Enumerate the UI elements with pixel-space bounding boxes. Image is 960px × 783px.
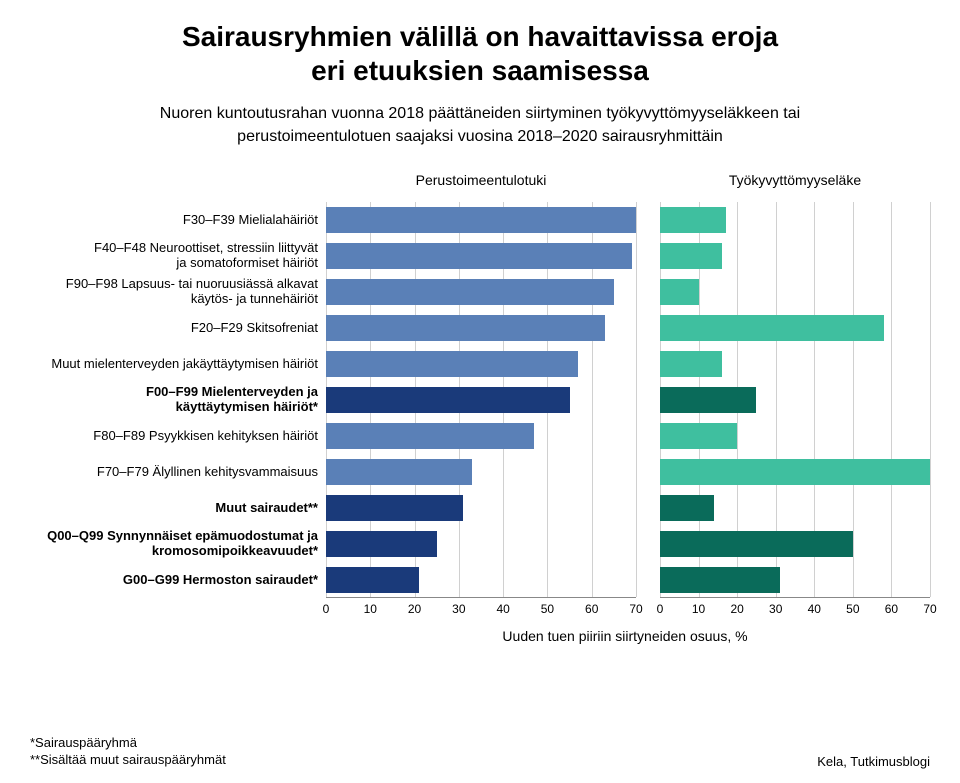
source-label: Kela, Tutkimusblogi (817, 754, 930, 769)
bar-row (660, 454, 930, 490)
bar-row (660, 526, 930, 562)
bar (660, 387, 756, 413)
xtick-label: 40 (496, 602, 509, 616)
bar (660, 423, 737, 449)
gridline (930, 202, 931, 597)
bar (326, 531, 437, 557)
footnote-2: **Sisältää muut sairauspääryhmät (30, 752, 226, 769)
category-label: F20–F29 Skitsofreniat (40, 310, 326, 346)
bar-row (660, 274, 930, 310)
bar (326, 351, 578, 377)
category-label: F30–F39 Mielialahäiriöt (40, 202, 326, 238)
footnote-1: *Sairauspääryhmä (30, 735, 226, 752)
category-label: F80–F89 Psyykkisen kehityksen häiriöt (40, 418, 326, 454)
xtick-label: 60 (885, 602, 898, 616)
xtick-label: 60 (585, 602, 598, 616)
bar-row (326, 202, 636, 238)
bar (326, 279, 614, 305)
category-label: F90–F98 Lapsuus- tai nuoruusiässä alkava… (40, 274, 326, 310)
category-label: F00–F99 Mielenterveyden jakäyttäytymisen… (40, 382, 326, 418)
xaxis-left: 010203040506070 (326, 598, 636, 622)
bar (326, 567, 419, 593)
xtick-label: 20 (730, 602, 743, 616)
bar-row (326, 454, 636, 490)
plot-right (660, 202, 930, 598)
bar (326, 243, 632, 269)
xtick-label: 30 (769, 602, 782, 616)
subtitle-line-1: Nuoren kuntoutusrahan vuonna 2018 päättä… (160, 105, 800, 122)
xaxis-right: 010203040506070 (660, 598, 930, 622)
category-label: Q00–Q99 Synnynnäiset epämuodostumat jakr… (40, 526, 326, 562)
bar-row (326, 382, 636, 418)
panel-left-title: Perustoimeentulotuki (326, 172, 636, 202)
xtick-label: 50 (846, 602, 859, 616)
bar-row (326, 526, 636, 562)
panel-left: Perustoimeentulotuki 010203040506070 (326, 172, 636, 622)
bar-row (326, 490, 636, 526)
subtitle-line-2: perustoimeentulotuen saajaksi vuosina 20… (237, 128, 723, 145)
title-line-2: eri etuuksien saamisessa (311, 55, 649, 86)
bar (660, 531, 853, 557)
bar (660, 207, 726, 233)
bar-row (660, 310, 930, 346)
category-label: F40–F48 Neuroottiset, stressiin liittyvä… (40, 238, 326, 274)
bar (326, 495, 463, 521)
bar-row (660, 346, 930, 382)
bar-row (660, 418, 930, 454)
gridline (636, 202, 637, 597)
bar-row (660, 490, 930, 526)
xtick-label: 10 (692, 602, 705, 616)
bar (326, 315, 605, 341)
xtick-label: 50 (541, 602, 554, 616)
bar-row (660, 382, 930, 418)
xtick-label: 30 (452, 602, 465, 616)
xtick-label: 40 (808, 602, 821, 616)
bar (660, 315, 884, 341)
xtick-label: 0 (323, 602, 330, 616)
category-label: Muut sairaudet** (40, 490, 326, 526)
bar-row (326, 238, 636, 274)
bar (660, 567, 780, 593)
chart-area: F30–F39 MielialahäiriötF40–F48 Neurootti… (40, 172, 930, 622)
xtick-label: 0 (657, 602, 664, 616)
xtick-label: 70 (923, 602, 936, 616)
bar (326, 207, 636, 233)
bar (660, 279, 699, 305)
xtick-label: 10 (364, 602, 377, 616)
category-label: Muut mielenterveyden jakäyttäytymisen hä… (40, 346, 326, 382)
bar-row (326, 346, 636, 382)
category-label: F70–F79 Älyllinen kehitysvammaisuus (40, 454, 326, 490)
chart-subtitle: Nuoren kuntoutusrahan vuonna 2018 päättä… (30, 103, 930, 148)
bar-row (660, 238, 930, 274)
title-line-1: Sairausryhmien välillä on havaittavissa … (182, 21, 778, 52)
bar (326, 423, 534, 449)
footnotes: *Sairauspääryhmä **Sisältää muut sairaus… (30, 735, 226, 769)
bar-row (660, 562, 930, 598)
bar-row (326, 310, 636, 346)
bar (660, 243, 722, 269)
xaxis-label: Uuden tuen piiriin siirtyneiden osuus, % (320, 628, 930, 644)
bar (326, 459, 472, 485)
bar-row (326, 274, 636, 310)
chart-title: Sairausryhmien välillä on havaittavissa … (30, 20, 930, 87)
bar-row (326, 562, 636, 598)
panel-right-title: Työkyvyttömyyseläke (660, 172, 930, 202)
bar (326, 387, 570, 413)
xtick-label: 20 (408, 602, 421, 616)
bar (660, 351, 722, 377)
panel-right: Työkyvyttömyyseläke 010203040506070 (660, 172, 930, 622)
category-labels: F30–F39 MielialahäiriötF40–F48 Neurootti… (40, 172, 326, 622)
category-label: G00–G99 Hermoston sairaudet* (40, 562, 326, 598)
panels: Perustoimeentulotuki 0 10 20 30 40 50 60 70 Työ… (326, 172, 930, 622)
bar-row (660, 202, 930, 238)
xtick-label: 70 (629, 602, 642, 616)
bar (660, 495, 714, 521)
bar-row (326, 418, 636, 454)
plot-left (326, 202, 636, 598)
bar (660, 459, 930, 485)
